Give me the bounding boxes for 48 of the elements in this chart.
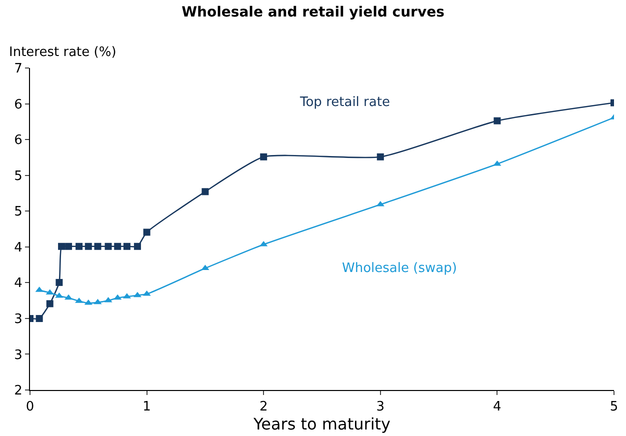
point [104, 242, 112, 250]
y-tick-label: 7 [14, 62, 22, 77]
point [376, 153, 384, 160]
point [94, 242, 102, 250]
x-tick-label: 4 [493, 400, 502, 415]
y-tick-label: 5 [14, 168, 22, 184]
y-axis-title: Interest rate (%) [9, 45, 116, 60]
point [201, 264, 210, 270]
point [133, 292, 142, 298]
y-tick-label: 3 [14, 312, 22, 327]
point [65, 242, 72, 250]
point [123, 242, 130, 250]
point [64, 294, 73, 300]
text: Wholesale (swap) [342, 261, 457, 276]
point [104, 296, 112, 302]
y-tick-label: 5 [14, 204, 22, 220]
point [56, 278, 63, 286]
x-tick-label: 0 [26, 400, 34, 415]
y-tick-label: 3 [14, 348, 22, 363]
chart-title: Wholesale and retail yield curves [182, 4, 444, 20]
text: Top retail rate [299, 95, 390, 110]
x-tick-label: 2 [259, 400, 268, 415]
y-tick-label: 6 [14, 133, 22, 148]
point [134, 242, 141, 250]
x-tick-label: 1 [142, 400, 151, 415]
x-axis-title: Years to maturity [252, 414, 391, 434]
point [46, 300, 54, 308]
point [94, 298, 102, 304]
point [58, 242, 66, 250]
x-tick-label: 5 [610, 400, 618, 415]
y-tick-label: 4 [14, 240, 22, 256]
y-tick-label: 2 [14, 384, 22, 399]
point [114, 242, 122, 250]
point [143, 228, 150, 236]
point [84, 242, 92, 250]
point [202, 188, 209, 196]
point [76, 242, 83, 250]
point [260, 240, 268, 246]
point [55, 292, 64, 298]
x-tick-label: 3 [376, 400, 385, 415]
point [46, 289, 54, 295]
point [114, 294, 122, 300]
point [494, 117, 501, 124]
y-tick-label: 6 [14, 97, 22, 112]
point [36, 315, 43, 322]
point [260, 153, 268, 160]
y-tick-label: 4 [14, 276, 22, 292]
point [493, 160, 502, 166]
